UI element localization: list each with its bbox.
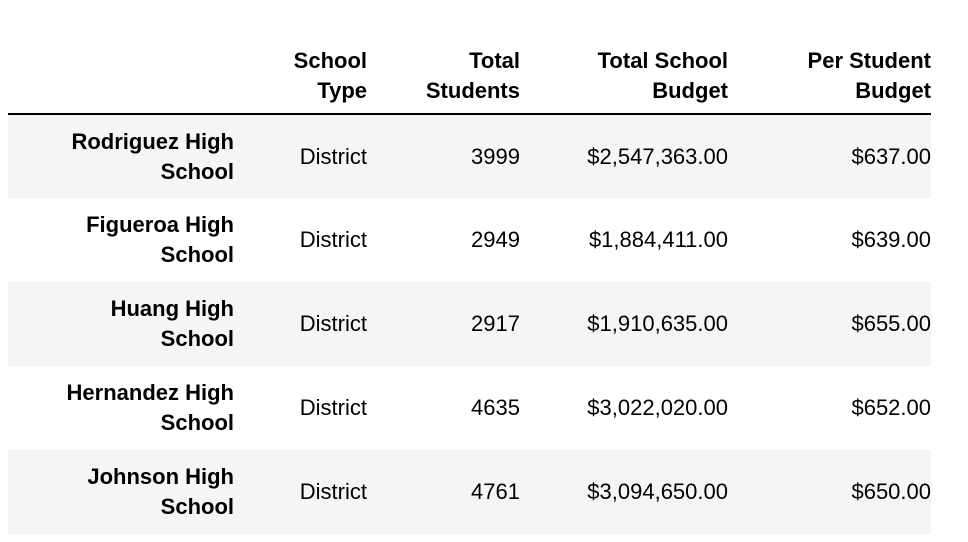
cell-total-students: 3999 [471,143,520,169]
column-header-total-school-budget: Total School Budget [520,38,728,115]
cell-per-student-budget: $639.00 [851,227,931,252]
row-index-school-name: Rodriguez High School [8,114,234,198]
column-header-total-students: Total Students [367,38,520,115]
row-index-school-name: Figueroa High School [8,198,234,282]
index-header [8,38,234,115]
row-index-line: School [160,158,234,184]
header-line: School [293,47,367,73]
cell-total-students: 2917 [471,311,520,336]
cell-school-type: District [299,395,367,420]
cell-total-students: 4761 [471,479,520,504]
row-index-line: Hernandez High [66,380,234,405]
row-index-line: Rodriguez High [71,128,234,154]
cell-per-student-budget: $655.00 [851,311,931,336]
header-line: Budget [855,77,931,103]
row-index-line: School [160,494,234,519]
cell-total-school-budget: $2,547,363.00 [587,143,728,169]
cell-per-student-budget: $652.00 [851,395,931,420]
table-row: Johnson High School District 4761 $3,094… [8,450,931,534]
cell-total-school-budget: $3,094,650.00 [587,479,728,504]
header-line: Budget [652,77,728,103]
row-index-line: Huang High [110,296,234,321]
row-index-line: Figueroa High [86,212,234,237]
row-index-line: Johnson High [87,464,234,489]
cell-per-student-budget: $637.00 [851,143,931,169]
cell-school-type: District [299,479,367,504]
cell-per-student-budget: $650.00 [851,479,931,504]
cell-total-school-budget: $1,884,411.00 [588,227,728,252]
row-index-school-name: Huang High School [8,282,234,366]
cell-total-school-budget: $3,022,020.00 [587,395,728,420]
table-body: Rodriguez High School District 3999 $2,5… [8,114,931,534]
cell-school-type: District [299,143,367,169]
row-index-school-name: Hernandez High School [8,366,234,450]
row-index-line: School [160,326,234,351]
row-index-line: School [160,410,234,435]
header-line: Total [469,47,520,73]
row-index-line: School [160,242,234,267]
table-header: School Type Total Students Total School … [8,38,931,115]
cell-school-type: District [299,227,367,252]
header-row: School Type Total Students Total School … [8,38,931,115]
cell-school-type: District [299,311,367,336]
table-row: Figueroa High School District 2949 $1,88… [8,198,931,282]
table-row: Rodriguez High School District 3999 $2,5… [8,114,931,198]
column-header-per-student-budget: Per Student Budget [728,38,931,115]
row-index-school-name: Johnson High School [8,450,234,534]
header-line: Type [317,77,367,103]
header-line: Total School [597,47,728,73]
cell-total-students: 4635 [471,395,520,420]
header-line: Students [425,77,520,103]
header-line: Per Student [807,47,931,73]
column-header-school-type: School Type [234,38,367,115]
table-row: Hernandez High School District 4635 $3,0… [8,366,931,450]
cell-total-students: 2949 [471,227,520,252]
school-summary-table: School Type Total Students Total School … [8,38,931,534]
cell-total-school-budget: $1,910,635.00 [587,311,728,336]
table-row: Huang High School District 2917 $1,910,6… [8,282,931,366]
